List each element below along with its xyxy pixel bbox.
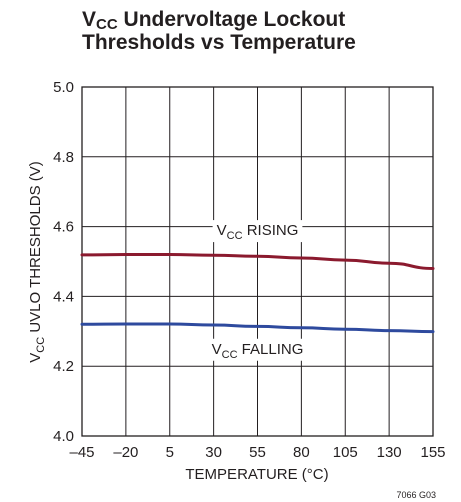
series-label-falling: VCC FALLING <box>208 339 308 361</box>
x-tick-labels: –45 –20 5 30 55 80 105 130 155 <box>69 444 445 461</box>
y-tick-label: 4.2 <box>53 358 74 375</box>
x-tick-label: 80 <box>293 444 310 461</box>
x-tick-label: 55 <box>249 444 266 461</box>
y-tick-label: 4.8 <box>53 149 74 166</box>
figure-code: 7066 G03 <box>396 490 436 500</box>
falling-label-cc: CC <box>222 349 238 361</box>
rising-label-v: V <box>217 222 227 239</box>
y-tick-label: 4.0 <box>53 428 74 445</box>
x-tick-label: –20 <box>113 444 138 461</box>
x-tick-label: 105 <box>333 444 358 461</box>
x-tick-label: –45 <box>69 444 94 461</box>
rising-label-cc: CC <box>227 230 243 242</box>
x-tick-label: 5 <box>166 444 174 461</box>
series-label-rising: VCC RISING <box>213 220 303 242</box>
y-axis-label: VCC UVLO THRESHOLDS (V) <box>27 161 47 363</box>
falling-label-v: V <box>212 341 222 358</box>
x-tick-label: 155 <box>420 444 445 461</box>
rising-label-rest: RISING <box>243 222 299 239</box>
falling-label-rest: FALLING <box>238 341 304 358</box>
y-tick-label: 5.0 <box>53 79 74 96</box>
x-tick-label: 130 <box>377 444 402 461</box>
ylabel-v: V <box>27 353 44 363</box>
x-axis-label: TEMPERATURE (°C) <box>185 466 328 483</box>
ylabel-cc: CC <box>35 337 47 353</box>
ylabel-rest: UVLO THRESHOLDS (V) <box>27 161 44 337</box>
y-tick-label: 4.6 <box>53 219 74 236</box>
y-tick-label: 4.4 <box>53 288 74 305</box>
x-tick-label: 30 <box>205 444 222 461</box>
y-tick-labels: 4.0 4.2 4.4 4.6 4.8 5.0 <box>53 79 74 445</box>
